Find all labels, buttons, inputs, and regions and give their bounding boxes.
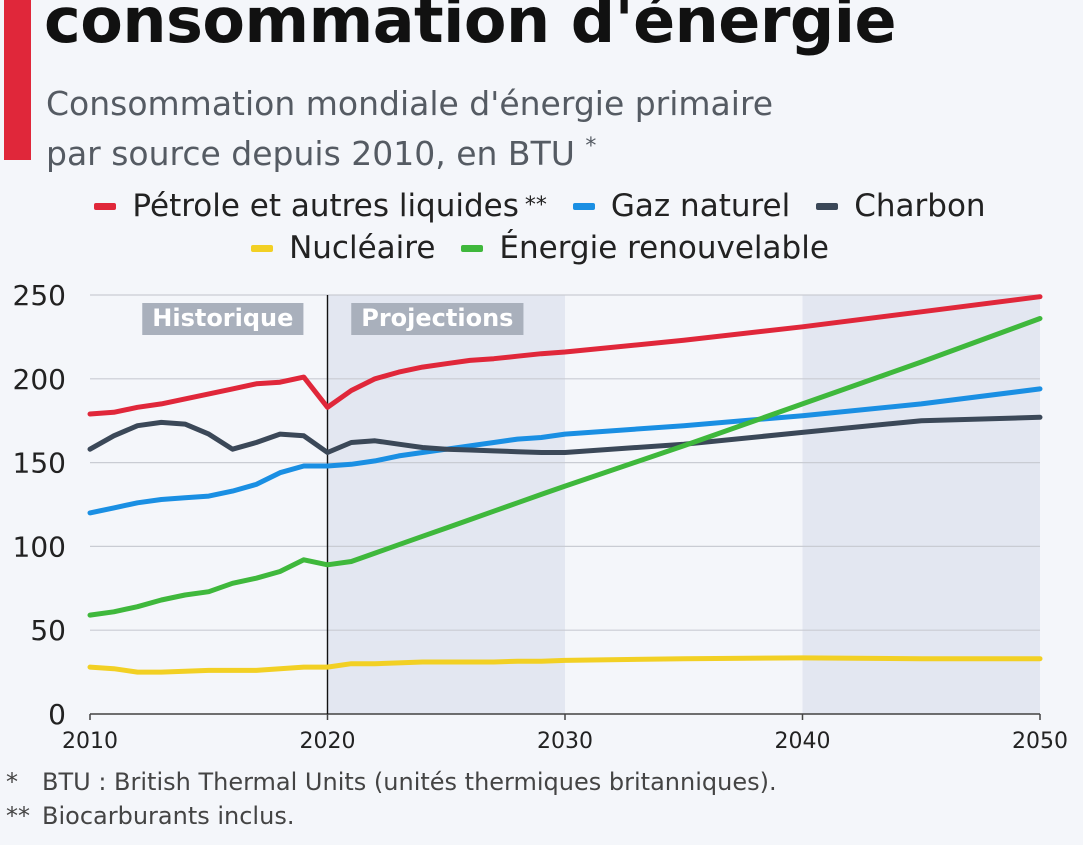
line-chart: 0 50 100 150 200 250 2010 2020 2030 2040 2050 Histo… — [13, 279, 1068, 754]
y-tick-label: 200 — [13, 363, 66, 396]
series-line-nucléaire — [87, 655, 1043, 675]
y-tick-label: 0 — [48, 698, 66, 731]
footnote-btu: * BTU : British Thermal Units (unités th… — [6, 765, 1066, 799]
region-label-text: Historique — [152, 304, 293, 332]
legend-swatch — [816, 202, 839, 210]
region-label-bg — [142, 303, 304, 335]
legend-label: Gaz naturel — [610, 188, 791, 224]
legend-swatch — [94, 202, 117, 210]
region-label: Historique — [142, 303, 304, 335]
legend-label: Énergie renouvelable — [499, 230, 829, 266]
series-line-gaz-naturel — [87, 386, 1043, 516]
y-tick-label: 50 — [30, 614, 66, 647]
legend-item: Charbon — [816, 186, 986, 226]
x-tick-label: 2050 — [1012, 729, 1068, 754]
x-tick-label: 2030 — [537, 729, 593, 754]
legend-item: Pétrole et autres liquides ** — [94, 186, 547, 226]
legend-item: Nucléaire — [251, 228, 435, 268]
legend-swatch — [251, 244, 274, 252]
footnotes: * BTU : British Thermal Units (unités th… — [6, 765, 1066, 833]
series-line-charbon — [87, 414, 1043, 455]
x-tick-label: 2020 — [300, 729, 356, 754]
legend-footnote-mark: ** — [524, 193, 547, 218]
x-tick-label: 2010 — [62, 729, 118, 754]
legend-label: Nucléaire — [289, 230, 436, 266]
footnote-biofuels: ** Biocarburants inclus. — [6, 799, 1066, 833]
footnote-mark: * — [6, 768, 18, 796]
series-line-pétrole-et-autres-liquides — [87, 294, 1043, 417]
legend-item: Énergie renouvelable — [461, 228, 829, 268]
series-line-énergie-renouvelable — [87, 316, 1043, 618]
subtitle-line-2: par source depuis 2010, en BTU * — [46, 125, 866, 175]
chart-title: consommation d'énergie — [44, 0, 897, 57]
legend-item: Gaz naturel — [572, 186, 791, 226]
projection-shade-band — [802, 295, 1040, 714]
region-label-text: Projections — [361, 304, 513, 332]
accent-bar — [4, 0, 31, 160]
region-label-bg — [351, 303, 524, 335]
subtitle-line-1: Consommation mondiale d'énergie primaire — [46, 84, 774, 123]
legend-label: Pétrole et autres liquides — [132, 188, 519, 224]
footnote-mark: ** — [6, 802, 30, 830]
y-tick-label: 100 — [13, 530, 66, 563]
footnote-text: BTU : British Thermal Units (unités ther… — [42, 768, 777, 796]
chart-legend: Pétrole et autres liquides ** Gaz naturel C… — [60, 186, 1020, 268]
subtitle-line-2-text: par source depuis 2010, en BTU — [46, 134, 575, 173]
legend-swatch — [572, 202, 595, 210]
region-label: Projections — [351, 303, 524, 335]
y-tick-label: 250 — [13, 279, 66, 312]
subtitle-footnote-mark: * — [585, 134, 597, 159]
projection-shade-band — [327, 295, 565, 714]
chart-subtitle: Consommation mondiale d'énergie primaire… — [46, 82, 866, 175]
footnote-text: Biocarburants inclus. — [42, 802, 295, 830]
legend-swatch — [461, 244, 484, 252]
y-tick-label: 150 — [13, 447, 66, 480]
x-tick-label: 2040 — [775, 729, 831, 754]
legend-label: Charbon — [854, 188, 986, 224]
